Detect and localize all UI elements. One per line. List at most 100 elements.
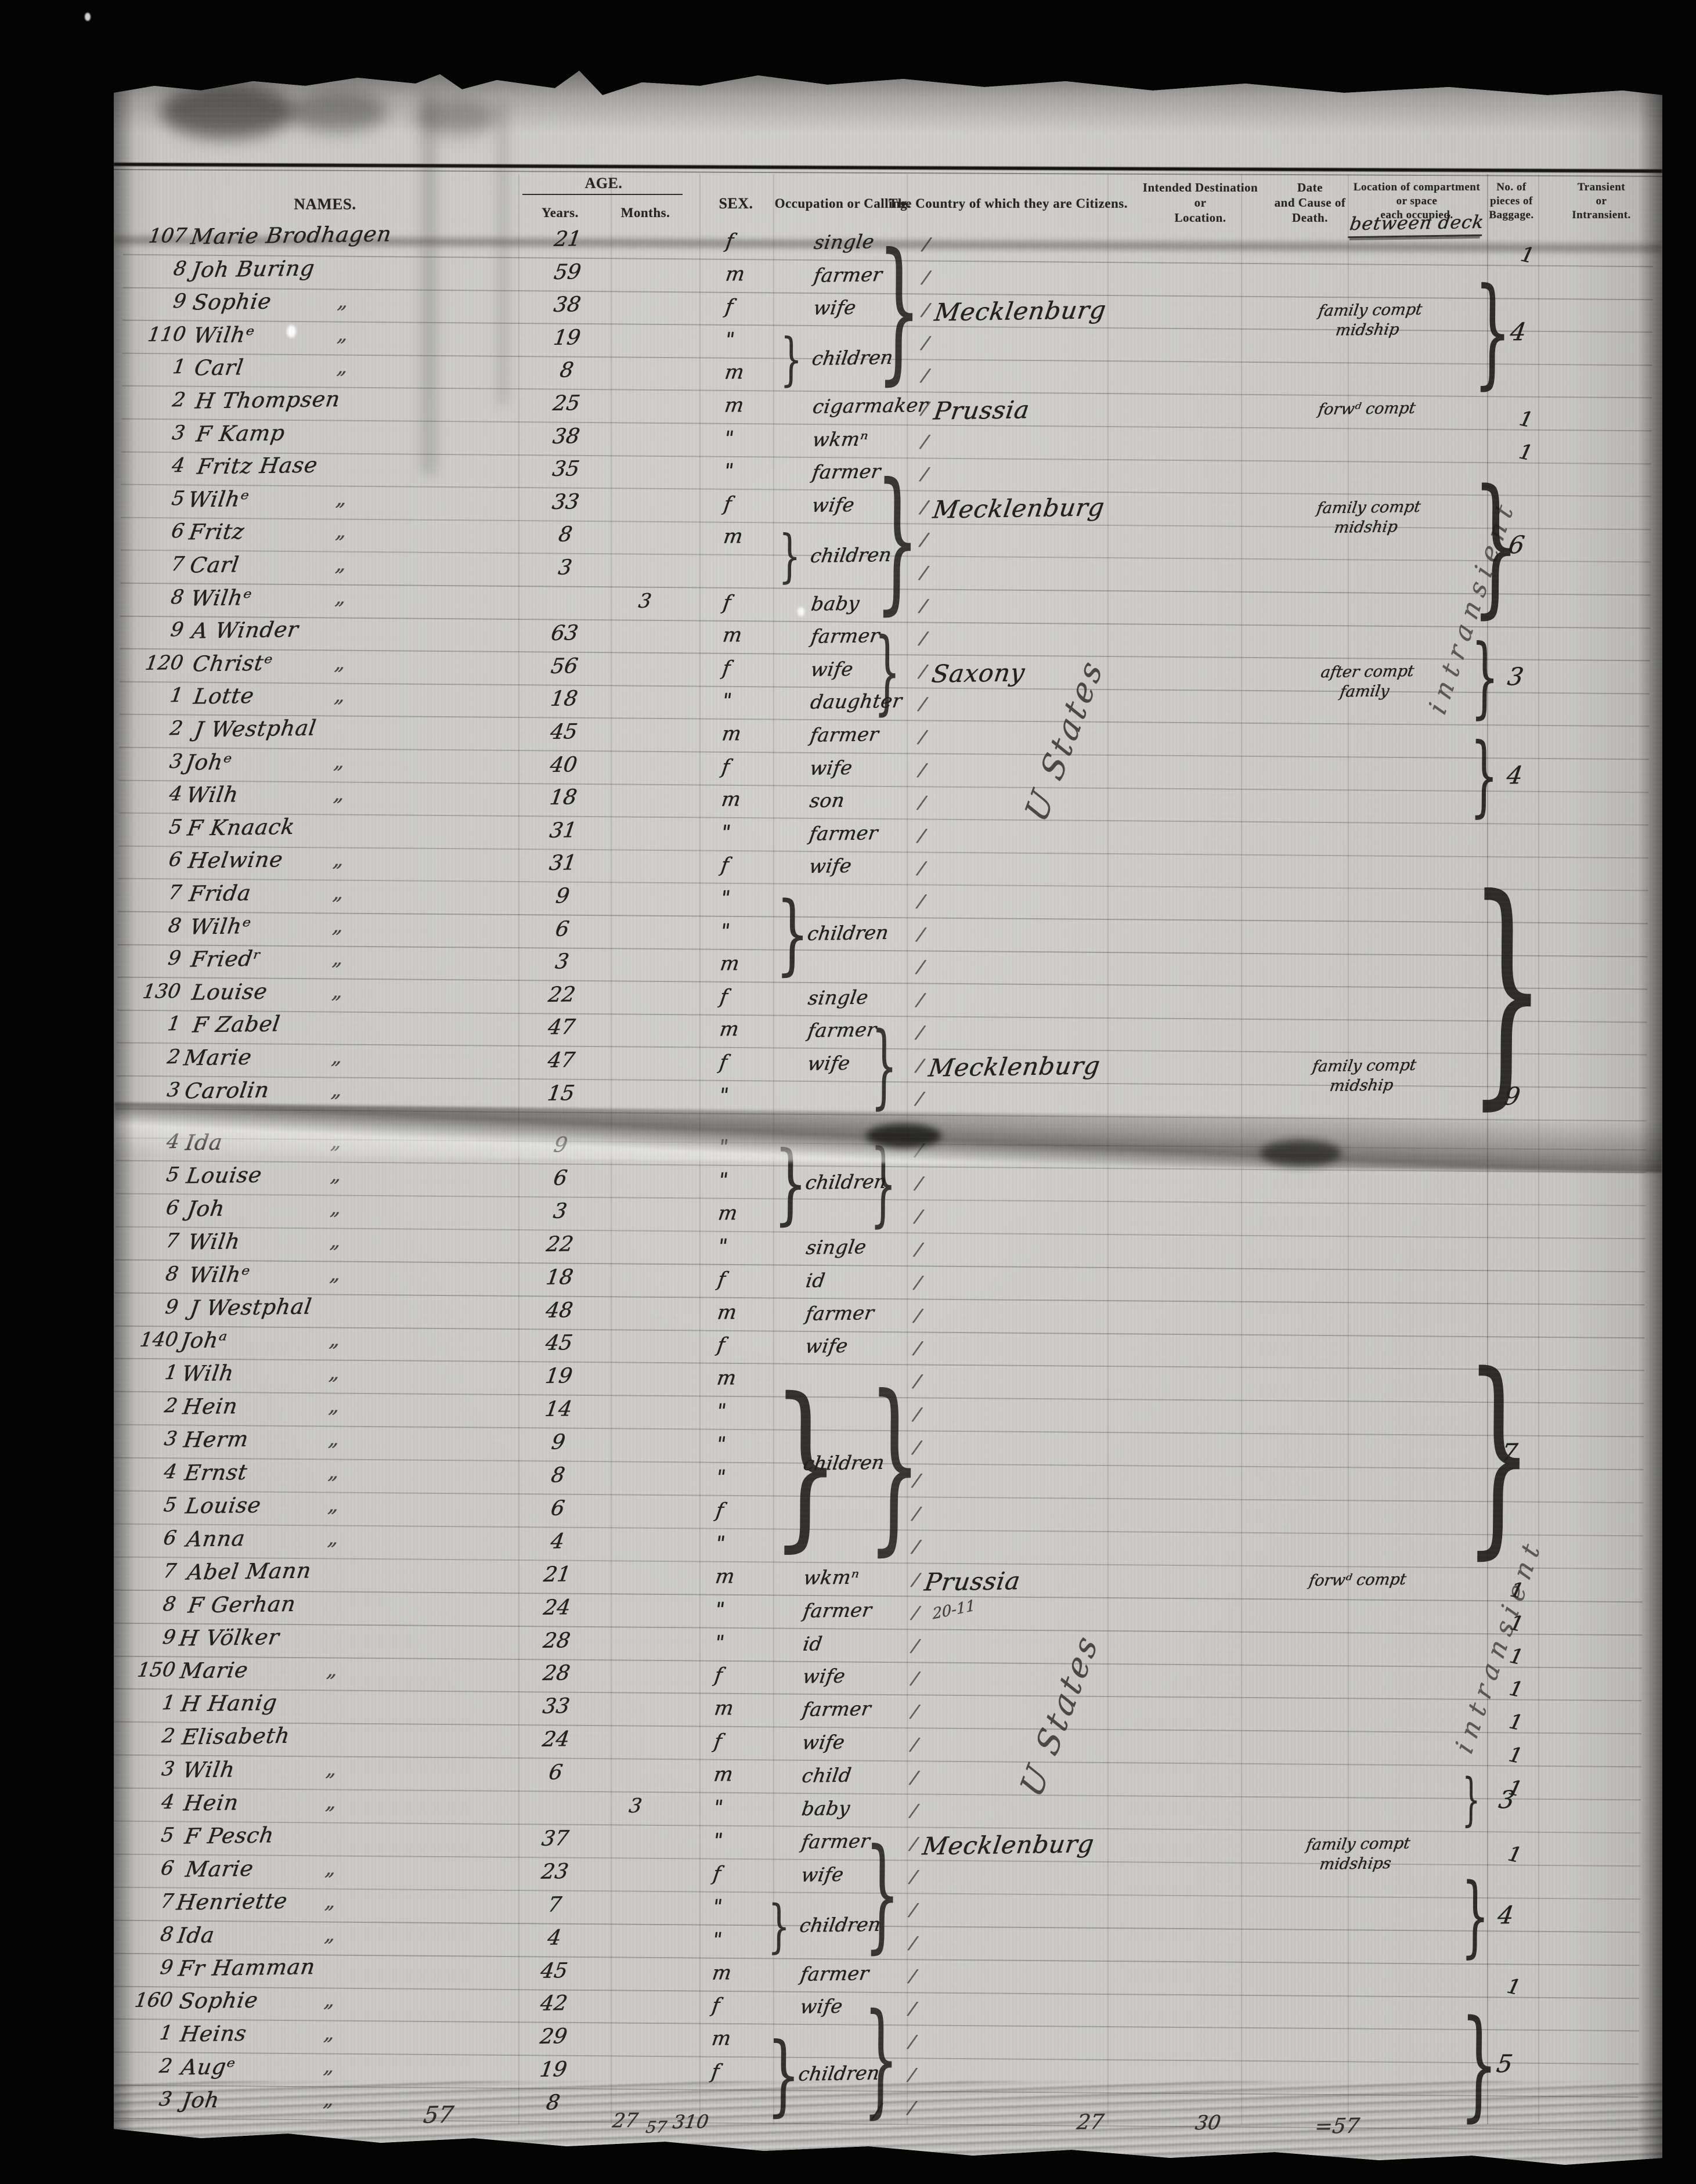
family-brace: }: [864, 1822, 901, 1966]
age-years: 19: [538, 2057, 569, 2082]
age-years: 29: [538, 2024, 569, 2049]
sex-value: m: [721, 623, 744, 647]
sex-value: ": [714, 1532, 727, 1555]
ditto-mark: „: [331, 881, 345, 905]
occupation-value: baby: [809, 591, 861, 615]
manifest-page: NAMES. AGE. Years. Months. SEX. Occupati…: [114, 71, 1662, 2165]
passenger-name: F Knaack: [185, 814, 297, 841]
passenger-name: Heins: [178, 2021, 248, 2047]
age-years: 21: [542, 1562, 572, 1587]
age-years: 18: [544, 1265, 575, 1290]
sex-value: f: [718, 985, 730, 1009]
passenger-name: F Gerhan: [186, 1591, 298, 1618]
ditto-mark: „: [326, 1526, 340, 1550]
baggage-brace: }: [1464, 1329, 1534, 1579]
passenger-name: Ernst: [183, 1459, 250, 1486]
occupation-value: farmer: [806, 1018, 878, 1042]
age-years: 45: [544, 1331, 574, 1356]
sex-value: f: [719, 854, 730, 878]
age-years: 9: [550, 1430, 567, 1454]
age-years: 4: [549, 1529, 566, 1554]
age-years: 3: [551, 1199, 569, 1223]
ditto-mark: „: [330, 980, 345, 1003]
vertical-crease: [421, 92, 436, 475]
passenger-name: Henriette: [175, 1888, 290, 1915]
sex-value: m: [721, 525, 744, 549]
check-mark: /: [916, 955, 926, 979]
country-value: Prussia: [922, 1566, 1023, 1597]
col-header-months: Months.: [620, 205, 670, 220]
sex-value: m: [723, 394, 745, 417]
age-years: 19: [543, 1364, 574, 1389]
check-mark: /: [909, 1832, 919, 1855]
ditto-mark: „: [329, 1196, 343, 1220]
occupation-value: farmer: [799, 1961, 871, 1986]
check-mark: /: [918, 627, 928, 650]
family-brace: }: [874, 451, 920, 630]
passenger-name: H Hanig: [179, 1690, 279, 1717]
sex-value: f: [714, 1499, 726, 1522]
sex-value: ": [715, 1432, 728, 1456]
check-mark: /: [907, 2030, 917, 2053]
ditto-mark: „: [322, 2055, 336, 2078]
passenger-name: F Kamp: [194, 420, 287, 447]
age-years: 45: [539, 1958, 569, 1983]
age-years: 33: [541, 1694, 572, 1719]
check-mark: /: [910, 1766, 919, 1789]
age-years: 59: [552, 259, 583, 284]
country-value: Mecklenburg: [926, 1051, 1102, 1082]
passenger-name: Wilh: [186, 1228, 242, 1255]
passenger-name: J Westphal: [193, 715, 318, 742]
passenger-name: Wilhᵉ: [188, 913, 253, 940]
passenger-name: Johᵉ: [183, 749, 234, 775]
age-years: 22: [546, 983, 577, 1007]
sex-value: ": [723, 328, 736, 352]
compartment-note: family compt midship: [1317, 301, 1424, 340]
sex-value: m: [719, 952, 741, 976]
check-mark: /: [917, 791, 927, 814]
passenger-name: Sophie: [191, 288, 273, 315]
check-mark: /: [913, 1270, 923, 1294]
ditto-mark: „: [324, 1757, 338, 1781]
check-mark: /: [909, 1799, 919, 1822]
children-brace: }: [778, 523, 801, 590]
age-months: 3: [637, 589, 653, 613]
occupation-value: id: [801, 1631, 824, 1655]
age-years: 6: [554, 917, 571, 941]
vertical-crease: [497, 103, 508, 405]
age-years: 19: [551, 326, 582, 350]
ditto-mark: „: [323, 1922, 337, 1947]
age-years: 24: [542, 1595, 572, 1620]
country-value: Prussia: [932, 395, 1032, 425]
ditto-mark: „: [334, 585, 348, 609]
sex-value: f: [716, 1268, 727, 1291]
occupation-value: farmer: [804, 1301, 876, 1325]
ditto-mark: „: [327, 1427, 341, 1451]
check-mark: /: [908, 1898, 918, 1921]
sex-value: m: [724, 262, 746, 286]
ditto-mark: „: [328, 1262, 342, 1286]
ditto-mark: „: [335, 323, 350, 346]
passenger-name: F Pesch: [183, 1822, 276, 1849]
country-value: Mecklenburg: [931, 493, 1107, 524]
passenger-name: A Winder: [190, 617, 301, 644]
check-mark: /: [910, 1732, 919, 1756]
passenger-name: Wilhᵉ: [192, 322, 257, 348]
age-years: 25: [551, 391, 582, 416]
age-years: 23: [539, 1860, 570, 1884]
occupation-value: farmer: [801, 1697, 873, 1721]
passenger-name: Louise: [190, 979, 269, 1005]
passenger-name: Wilh: [185, 782, 240, 808]
occupation-value: wife: [811, 296, 858, 320]
col-header-transient: Transient or Intransient.: [1572, 181, 1631, 221]
age-years: 47: [546, 1048, 576, 1073]
check-mark: /: [914, 1204, 923, 1228]
col-header-sex: SEX.: [719, 195, 753, 212]
passenger-name: Joh Buring: [190, 255, 317, 283]
ditto-mark: „: [334, 553, 348, 576]
family-brace: }: [871, 1013, 898, 1120]
passenger-name: Carl: [193, 355, 246, 381]
passenger-name: Christᵉ: [191, 650, 275, 677]
age-years: 14: [543, 1397, 574, 1422]
